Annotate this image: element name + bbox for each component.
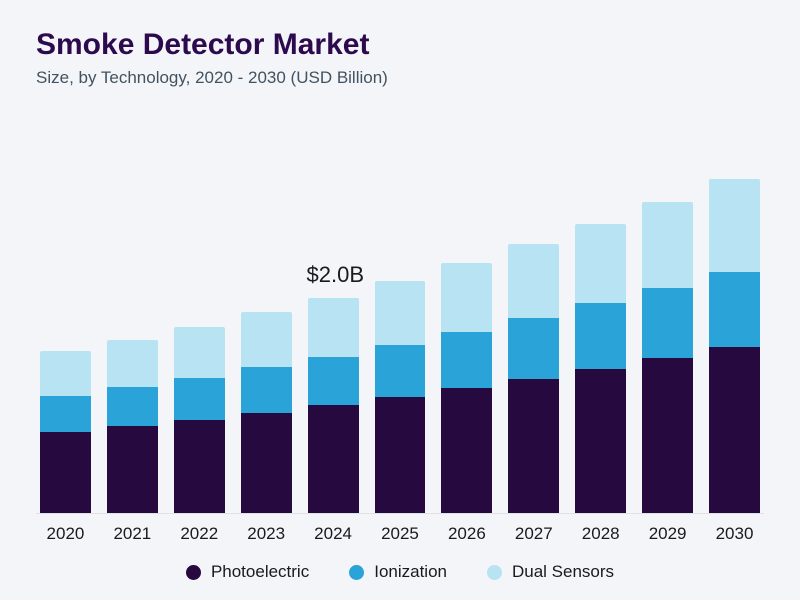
chart-container: $2.0B 2020202120222023202420252026202720… (36, 108, 764, 582)
legend-item-ionization: Ionization (349, 562, 447, 582)
bar-segment-dual (308, 298, 359, 357)
bar (40, 108, 91, 513)
bar-segment-photoelectric (375, 397, 426, 513)
x-tick-label: 2028 (575, 524, 626, 544)
bar-segment-ionization (508, 318, 559, 379)
bar-segment-photoelectric (709, 347, 760, 513)
legend-label: Dual Sensors (512, 562, 614, 582)
legend-swatch (186, 565, 201, 580)
bar-segment-ionization (709, 272, 760, 347)
x-tick-label: 2022 (174, 524, 225, 544)
bar-segment-photoelectric (40, 432, 91, 513)
legend-swatch (349, 565, 364, 580)
bar-segment-ionization (575, 303, 626, 369)
x-tick-label: 2030 (709, 524, 760, 544)
x-tick-label: 2026 (441, 524, 492, 544)
value-annotation: $2.0B (307, 262, 365, 288)
bar-segment-dual (441, 263, 492, 332)
bar (107, 108, 158, 513)
x-tick-label: 2027 (508, 524, 559, 544)
bar-segment-ionization (241, 367, 292, 412)
bar-segment-dual (107, 340, 158, 388)
x-tick-label: 2024 (308, 524, 359, 544)
x-tick-label: 2025 (375, 524, 426, 544)
plot-area: $2.0B (36, 108, 764, 514)
bar-segment-dual (642, 202, 693, 288)
bar (241, 108, 292, 513)
bar-segment-photoelectric (508, 379, 559, 513)
bar-segment-photoelectric (441, 388, 492, 513)
bar (575, 108, 626, 513)
bar (174, 108, 225, 513)
legend: Photoelectric Ionization Dual Sensors (36, 544, 764, 582)
x-tick-label: 2020 (40, 524, 91, 544)
bar-segment-ionization (107, 387, 158, 426)
bar (508, 108, 559, 513)
legend-item-dual: Dual Sensors (487, 562, 614, 582)
bar-segment-photoelectric (241, 413, 292, 513)
legend-item-photoelectric: Photoelectric (186, 562, 309, 582)
bar-segment-dual (508, 244, 559, 318)
chart-subtitle: Size, by Technology, 2020 - 2030 (USD Bi… (36, 68, 764, 88)
legend-swatch (487, 565, 502, 580)
bar-segment-ionization (40, 396, 91, 432)
bar-segment-dual (709, 179, 760, 271)
legend-label: Photoelectric (211, 562, 309, 582)
bar-segment-photoelectric (107, 426, 158, 513)
bar-segment-ionization (174, 378, 225, 420)
bar-segment-photoelectric (642, 358, 693, 513)
bar (441, 108, 492, 513)
bar-segment-ionization (375, 345, 426, 398)
bar (375, 108, 426, 513)
x-tick-label: 2023 (241, 524, 292, 544)
bar-segment-ionization (642, 288, 693, 358)
bar (709, 108, 760, 513)
bar (642, 108, 693, 513)
x-axis-labels: 2020 2021 2022 2023 2024 2025 2026 2027 2028 2029… (36, 514, 764, 544)
bar-segment-ionization (441, 332, 492, 389)
bar (308, 108, 359, 513)
bar-segment-dual (40, 351, 91, 396)
bar-segment-dual (174, 327, 225, 378)
bar-segment-dual (375, 281, 426, 345)
x-tick-label: 2029 (642, 524, 693, 544)
bar-segment-photoelectric (308, 405, 359, 513)
bar-segment-photoelectric (575, 369, 626, 513)
chart-title: Smoke Detector Market (36, 28, 764, 62)
bar-segment-ionization (308, 357, 359, 406)
bar-segment-dual (575, 224, 626, 303)
bar-segment-dual (241, 312, 292, 367)
x-tick-label: 2021 (107, 524, 158, 544)
bar-segment-photoelectric (174, 420, 225, 513)
legend-label: Ionization (374, 562, 447, 582)
